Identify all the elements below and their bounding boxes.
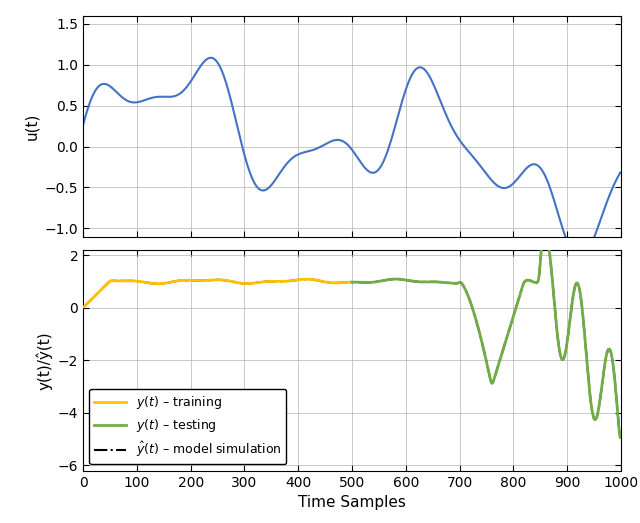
X-axis label: Time Samples: Time Samples xyxy=(298,495,406,510)
Y-axis label: y(t)/ŷ(t): y(t)/ŷ(t) xyxy=(36,331,52,390)
Legend: $y(t)$ – training, $y(t)$ – testing, $\hat{y}(t)$ – model simulation: $y(t)$ – training, $y(t)$ – testing, $\h… xyxy=(90,389,286,464)
Y-axis label: u(t): u(t) xyxy=(24,112,39,140)
